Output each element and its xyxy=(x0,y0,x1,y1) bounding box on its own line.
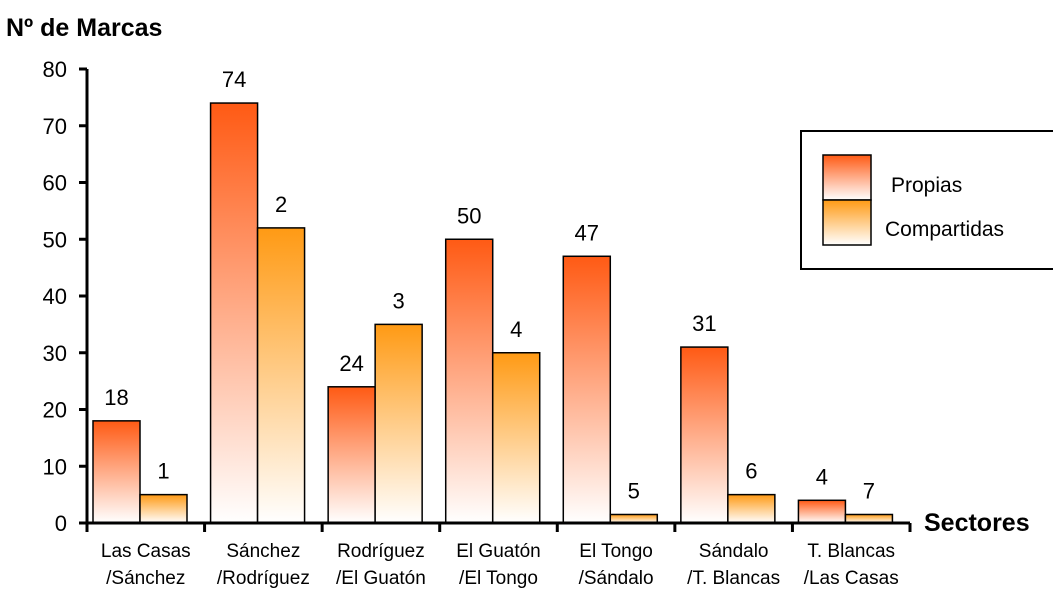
data-label: 4 xyxy=(510,317,522,342)
y-tick-label: 40 xyxy=(43,284,67,309)
data-label: 6 xyxy=(745,459,757,484)
bar-propias xyxy=(562,255,612,524)
data-label: 47 xyxy=(575,220,599,245)
x-axis-title: Sectores xyxy=(924,509,1030,537)
y-tick-label: 20 xyxy=(43,398,67,423)
y-tick-label: 30 xyxy=(43,341,67,366)
legend-label-compartidas: Compartidas xyxy=(885,218,1004,241)
bar-compartidas xyxy=(374,323,423,524)
bar-propias xyxy=(209,102,259,524)
bar-propias xyxy=(92,420,141,524)
y-tick-label: 0 xyxy=(55,511,67,536)
data-label: 1 xyxy=(157,459,169,484)
legend-swatch-propias xyxy=(822,154,872,201)
x-tick-label: /El Guatón xyxy=(336,568,426,589)
bar-propias xyxy=(327,386,376,524)
y-axis-title: Nº de Marcas xyxy=(6,14,162,42)
x-tick-label: /Las Casas xyxy=(804,568,899,589)
x-tick-label: El Tongo xyxy=(579,541,653,562)
bar-propias xyxy=(797,499,847,524)
x-tick-label: /T. Blancas xyxy=(687,568,780,589)
data-label: 2 xyxy=(275,192,287,217)
x-tick-label: /El Tongo xyxy=(459,568,538,589)
y-tick-label: 70 xyxy=(43,114,67,139)
legend-swatch-compartidas xyxy=(822,199,872,246)
bar-compartidas xyxy=(139,493,188,524)
legend: Propias Compartidas xyxy=(800,130,1053,270)
y-tick-label: 10 xyxy=(43,454,67,479)
x-tick-label: /Sánchez xyxy=(106,568,185,589)
x-tick-label: /Sándalo xyxy=(579,568,654,589)
x-tick-label: El Guatón xyxy=(456,541,541,562)
x-tick-label: Sánchez xyxy=(226,541,300,562)
y-tick-label: 60 xyxy=(43,171,67,196)
bar-compartidas xyxy=(491,352,541,524)
y-tick-label: 80 xyxy=(43,57,67,82)
bar-propias xyxy=(444,238,494,524)
x-tick-label: Rodríguez xyxy=(337,541,425,562)
data-label: 3 xyxy=(393,288,405,313)
data-label: 24 xyxy=(339,351,363,376)
data-label: 31 xyxy=(692,311,716,336)
data-label: 50 xyxy=(457,203,481,228)
bar-compartidas xyxy=(727,493,776,524)
x-tick-label: Sándalo xyxy=(699,541,769,562)
legend-label-propias: Propias xyxy=(891,174,962,197)
bar-compartidas xyxy=(256,227,306,524)
x-tick-label: Las Casas xyxy=(101,541,191,562)
data-label: 74 xyxy=(222,67,246,92)
x-tick-label: /Rodríguez xyxy=(217,568,310,589)
data-label: 5 xyxy=(628,478,640,503)
x-tick-label: T. Blancas xyxy=(807,541,895,562)
data-label: 18 xyxy=(104,385,128,410)
data-label: 4 xyxy=(816,464,828,489)
bar-propias xyxy=(680,346,729,524)
data-label: 7 xyxy=(863,478,875,503)
y-tick-label: 50 xyxy=(43,227,67,252)
